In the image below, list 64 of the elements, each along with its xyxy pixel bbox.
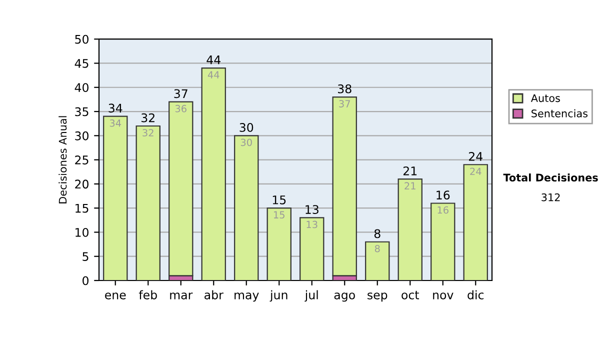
data-label: 32 [142, 129, 154, 136]
total-label: 8 [374, 229, 380, 238]
x-tick-label: ene [105, 292, 126, 300]
x-tick-label: ago [334, 292, 355, 302]
data-label: 34 [110, 119, 122, 127]
y-tick-label: 35 [75, 107, 88, 116]
text: 312 [542, 193, 560, 202]
y-tick-label: 30 [75, 131, 88, 140]
total-label: 34 [108, 104, 122, 113]
data-label: 37 [339, 100, 350, 108]
data-label: 13 [306, 220, 318, 228]
total-label: 16 [436, 190, 450, 200]
bar [136, 125, 160, 280]
bar [201, 68, 226, 280]
bar [266, 208, 292, 280]
x-tick-label: sep [368, 292, 388, 302]
y-tick-label: 0 [82, 276, 88, 286]
y-tick-label: 10 [76, 228, 88, 237]
bar [332, 96, 357, 276]
data-label: 30 [240, 138, 252, 146]
data-label: 16 [438, 206, 448, 214]
y-tick-label: 50 [75, 34, 88, 44]
total-label: 44 [206, 56, 220, 64]
total-label: 37 [174, 89, 188, 98]
y-tick-label: 45 [74, 59, 88, 68]
x-tick-label: mar [170, 292, 193, 300]
data-label: 15 [274, 211, 284, 218]
bar [463, 164, 488, 280]
legend-label: Autos [530, 94, 560, 102]
total-label: 21 [403, 166, 417, 176]
y-tick-label: 25 [75, 156, 88, 164]
y-tick-label: 15 [76, 204, 88, 213]
bar [430, 202, 456, 280]
data-label: 21 [404, 182, 416, 190]
total-label: 32 [142, 113, 154, 122]
total-label: 38 [338, 84, 352, 94]
data-label: 8 [374, 244, 380, 252]
y-tick-label: 5 [82, 252, 88, 262]
data-label: 24 [470, 168, 482, 175]
bar [365, 241, 390, 280]
data-label: 44 [208, 71, 220, 78]
y-tick-label: 40 [74, 83, 88, 92]
x-tick-label: abr [204, 290, 224, 300]
x-tick-label: jun [270, 290, 288, 302]
y-axis-title: Decisiones Anual [58, 116, 67, 204]
bar [103, 116, 128, 280]
x-tick-label: nov [433, 292, 454, 300]
text: Total Decisiones [503, 173, 598, 182]
legend-label: Sentencias [532, 109, 588, 118]
total-label: 13 [306, 205, 318, 214]
x-tick-label: dic [468, 290, 484, 300]
x-tick-label: oct [402, 290, 420, 300]
bar [234, 135, 259, 280]
total-label: 30 [240, 122, 254, 132]
data-label: 36 [175, 104, 186, 112]
bar [168, 101, 194, 276]
x-tick-label: may [234, 292, 259, 302]
total-label: 15 [272, 196, 286, 204]
bar [398, 178, 422, 280]
y-tick-label: 20 [75, 180, 88, 189]
x-tick-label: jul [304, 290, 318, 302]
bar [300, 217, 324, 280]
x-tick-label: feb [138, 290, 157, 300]
total-label: 24 [468, 152, 482, 161]
